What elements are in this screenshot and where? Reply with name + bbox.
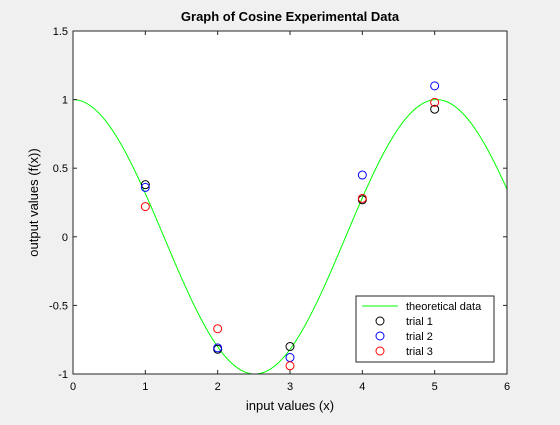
y-tick-label: 0.5 [53,163,68,175]
theoretical-curve [72,99,508,375]
x-tick-label: 6 [504,381,510,393]
data-point-trial-2 [430,81,440,91]
data-point-trial-3 [140,202,150,212]
x-tick-label: 3 [287,381,293,393]
chart-title: Graph of Cosine Experimental Data [181,9,400,24]
legend-marker-swatch [375,316,385,326]
data-point-trial-3 [357,193,367,203]
legend-marker-swatch [375,346,385,356]
legend-entry-label: theoretical data [406,301,482,313]
data-point-trial-3 [430,97,440,107]
y-tick-label: 0 [62,232,68,244]
data-point-trial-2 [140,182,150,192]
data-point-trial-2 [213,343,223,353]
legend-marker-swatch [375,331,385,341]
data-point-trial-3 [285,361,295,371]
x-tick-label: 0 [70,381,76,393]
y-axis-label: output values (f(x)) [26,148,41,256]
x-axis-label: input values (x) [246,398,334,413]
data-point-trial-2 [357,170,367,180]
y-tick-label: -0.5 [49,300,68,312]
legend: theoretical data trial 1 trial 2 trial 3 [355,295,495,363]
data-point-trial-1 [285,342,295,352]
y-tick-label: -1 [58,369,68,381]
data-point-trial-1 [430,104,440,114]
y-tick-label: 1 [62,95,68,107]
legend-entry-label: trial 3 [406,346,433,358]
legend-entry-label: trial 2 [406,331,433,343]
legend-box [355,295,495,363]
x-tick-label: 4 [359,381,365,393]
legend-entry-label: trial 1 [406,316,433,328]
x-tick-label: 2 [215,381,221,393]
x-tick-label: 5 [432,381,438,393]
data-point-trial-3 [213,324,223,334]
x-tick-label: 1 [142,381,148,393]
data-point-trial-1 [140,180,150,190]
y-tick-label: 1.5 [53,26,68,38]
